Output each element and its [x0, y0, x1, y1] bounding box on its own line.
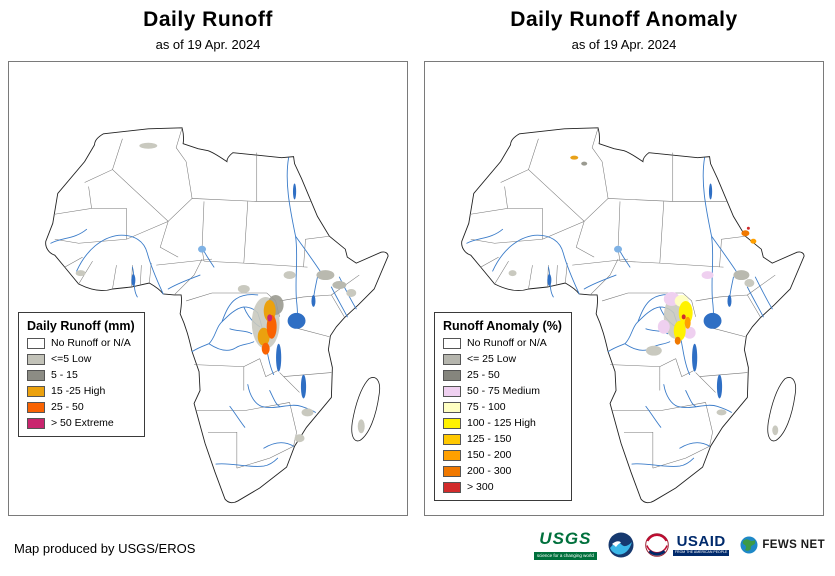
legend-item: 25 - 50: [27, 401, 135, 413]
legend-label: 5 - 15: [51, 369, 78, 381]
usgs-logo: USGS science for a changing world: [533, 529, 597, 560]
map-box-runoff: Daily Runoff (mm) No Runoff or N/A <=5 L…: [8, 61, 408, 516]
fewsnet-globe-icon: [740, 536, 758, 554]
legend-item: 15 -25 High: [27, 385, 135, 397]
panel-daily-runoff: Daily Runoff as of 19 Apr. 2024: [8, 8, 408, 516]
legend-item: > 300: [443, 481, 562, 493]
usgs-tagline: science for a changing world: [533, 552, 597, 560]
legend-label: 75 - 100: [467, 401, 506, 413]
legend-swatch: [443, 417, 461, 429]
legend-swatch: [443, 337, 461, 349]
page-title-anomaly: Daily Runoff Anomaly: [510, 8, 738, 31]
legend-swatch: [443, 465, 461, 477]
legend-label: <= 25 Low: [467, 353, 517, 365]
fewsnet-logo-text: FEWS NET: [762, 539, 825, 551]
legend-daily-runoff: Daily Runoff (mm) No Runoff or N/A <=5 L…: [18, 312, 145, 437]
usaid-logo: USAID FROM THE AMERICAN PEOPLE: [645, 533, 730, 557]
legend-swatch: [443, 433, 461, 445]
legend-label: 25 - 50: [51, 401, 84, 413]
legend-swatch: [443, 481, 461, 493]
legend-label: 200 - 300: [467, 465, 512, 477]
legend-item: 150 - 200: [443, 449, 562, 461]
legend-swatch: [443, 449, 461, 461]
usaid-logo-text-block: USAID FROM THE AMERICAN PEOPLE: [672, 533, 730, 556]
subtitle-runoff: as of 19 Apr. 2024: [155, 37, 261, 52]
page-title-runoff: Daily Runoff: [143, 8, 273, 31]
legend-item: 50 - 75 Medium: [443, 385, 562, 397]
legend-swatch: [443, 353, 461, 365]
legend-item: 125 - 150: [443, 433, 562, 445]
legend-label: 150 - 200: [467, 449, 512, 461]
usaid-logo-text: USAID: [676, 533, 726, 551]
legend-item: 75 - 100: [443, 401, 562, 413]
legend-label: 15 -25 High: [51, 385, 106, 397]
legend-label: 100 - 125 High: [467, 417, 536, 429]
legend-item: 5 - 15: [27, 369, 135, 381]
legend-item: > 50 Extreme: [27, 417, 135, 429]
legend-swatch: [443, 369, 461, 381]
fewsnet-logo: FEWS NET: [740, 536, 825, 554]
legend-item: 200 - 300: [443, 465, 562, 477]
legend-runoff-anomaly: Runoff Anomaly (%) No Runoff or N/A <= 2…: [434, 312, 572, 501]
legend-title: Daily Runoff (mm): [27, 319, 135, 333]
legend-label: No Runoff or N/A: [467, 337, 547, 349]
legend-label: > 300: [467, 481, 494, 493]
map-box-anomaly: Runoff Anomaly (%) No Runoff or N/A <= 2…: [424, 61, 824, 516]
africa-map-anomaly: [461, 127, 805, 504]
legend-swatch: [27, 401, 45, 413]
legend-label: 50 - 75 Medium: [467, 385, 540, 397]
legend-title: Runoff Anomaly (%): [443, 319, 562, 333]
legend-swatch: [27, 385, 45, 397]
noaa-seal-icon: [608, 532, 634, 558]
subtitle-anomaly: as of 19 Apr. 2024: [571, 37, 677, 52]
africa-map-runoff: [45, 127, 389, 504]
legend-swatch: [443, 385, 461, 397]
legend-item: No Runoff or N/A: [27, 337, 135, 349]
legend-label: <=5 Low: [51, 353, 92, 365]
legend-item: 25 - 50: [443, 369, 562, 381]
legend-swatch: [27, 417, 45, 429]
legend-swatch: [27, 369, 45, 381]
map-credit: Map produced by USGS/EROS: [14, 541, 196, 556]
legend-item: No Runoff or N/A: [443, 337, 562, 349]
usaid-tagline: FROM THE AMERICAN PEOPLE: [672, 550, 730, 556]
panel-runoff-anomaly: Daily Runoff Anomaly as of 19 Apr. 2024: [424, 8, 824, 516]
noaa-logo: [608, 532, 634, 558]
agency-logos: USGS science for a changing world USAID …: [533, 527, 825, 563]
legend-item: <= 25 Low: [443, 353, 562, 365]
legend-label: > 50 Extreme: [51, 417, 114, 429]
usaid-seal-icon: [645, 533, 669, 557]
legend-label: No Runoff or N/A: [51, 337, 131, 349]
legend-swatch: [443, 401, 461, 413]
legend-swatch: [27, 353, 45, 365]
legend-label: 25 - 50: [467, 369, 500, 381]
legend-swatch: [27, 337, 45, 349]
legend-item: 100 - 125 High: [443, 417, 562, 429]
legend-label: 125 - 150: [467, 433, 512, 445]
runoff-data-layer: [75, 142, 365, 443]
anomaly-data-layer: [508, 155, 779, 436]
legend-item: <=5 Low: [27, 353, 135, 365]
usgs-logo-text: USGS: [539, 529, 592, 549]
